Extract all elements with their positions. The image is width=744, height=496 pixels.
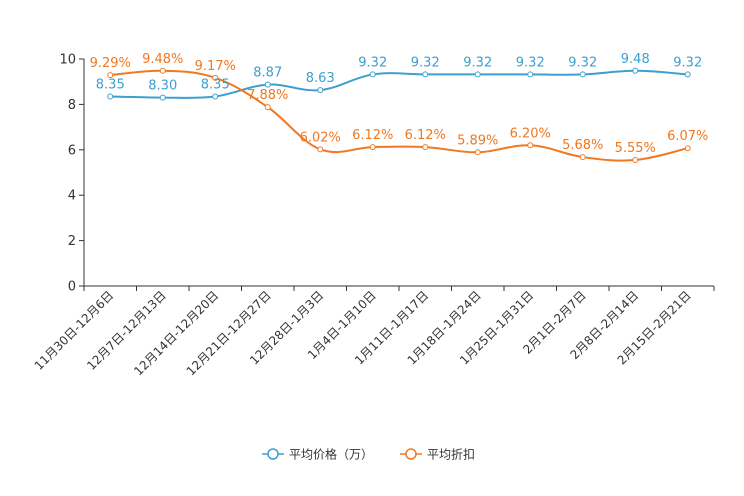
chart-legend[interactable]: 平均价格（万） 平均折扣 [262,447,475,462]
series-1-data-label: 8.35 [201,77,230,92]
series-2-point[interactable] [159,67,166,74]
series-1-data-label: 9.32 [673,55,702,70]
series-2-point[interactable] [527,142,534,149]
series-2-data-label: 5.68% [562,138,603,153]
series-2-data-label: 9.17% [195,59,236,74]
series-2-data-label: 9.29% [90,56,131,71]
series-2-point[interactable] [422,144,429,151]
series-1-point[interactable] [317,87,324,94]
series-1-data-label: 8.30 [148,79,177,94]
chart-axes: 024681011月30日-12月6日12月7日-12月13日12月14日-12… [32,53,715,378]
series-1-point[interactable] [107,93,114,100]
series-2-point[interactable] [632,157,639,164]
series-2-data-label: 7.88% [247,88,288,103]
legend-label: 平均价格（万） [289,447,373,462]
series-2-data-label: 5.89% [457,133,498,148]
series-2-point[interactable] [107,72,114,79]
series-2-data-label: 6.02% [300,130,341,145]
series-1-data-label: 9.32 [358,55,387,70]
series-1-point[interactable] [159,94,166,101]
series-2-point[interactable] [212,74,219,81]
series-1-data-label: 8.63 [306,71,335,86]
y-tick-label: 6 [68,143,76,158]
series-1-point[interactable] [632,67,639,74]
chart-data-labels: 8.35 8.30 8.35 8.87 8.63 9.32 9.32 9.32 9.32 9.32… [90,52,709,156]
legend-label: 平均折扣 [427,447,475,462]
series-1-data-label: 9.48 [621,52,650,67]
series-2-point[interactable] [684,145,691,152]
series-1-data-label: 8.35 [96,77,125,92]
series-line-1 [110,69,688,99]
y-tick-label: 10 [59,53,76,68]
y-tick-label: 0 [68,280,76,295]
series-1-data-label: 9.32 [463,55,492,70]
series-2-point[interactable] [264,104,271,111]
series-1-point[interactable] [474,71,481,78]
series-1-data-label: 9.32 [516,55,545,70]
series-1-point[interactable] [527,71,534,78]
series-2-point[interactable] [579,154,586,161]
series-2-point[interactable] [474,149,481,156]
series-1-point[interactable] [264,81,271,88]
series-1-point[interactable] [684,71,691,78]
legend-marker-icon [405,448,417,460]
series-1-point[interactable] [422,71,429,78]
y-tick-label: 2 [68,234,76,249]
series-1-data-label: 9.32 [411,55,440,70]
series-2-data-label: 9.48% [142,52,183,67]
series-1-data-label: 8.87 [253,66,282,81]
series-2-data-label: 6.20% [510,126,551,141]
chart-series [107,67,691,164]
series-1-point[interactable] [369,71,376,78]
series-1-point[interactable] [579,71,586,78]
series-2-data-label: 5.55% [615,141,656,156]
y-tick-label: 4 [68,189,76,204]
series-2-data-label: 6.12% [352,128,393,143]
y-tick-label: 8 [68,98,76,113]
series-1-point[interactable] [212,93,219,100]
series-2-data-label: 6.12% [405,128,446,143]
series-2-data-label: 6.07% [667,129,708,144]
series-line-2 [110,69,688,162]
legend-item-1[interactable]: 平均价格（万） [262,447,373,462]
series-1-data-label: 9.32 [568,55,597,70]
series-2-point[interactable] [369,144,376,151]
legend-item-2[interactable]: 平均折扣 [400,447,475,462]
series-2-point[interactable] [317,146,324,153]
legend-marker-icon [267,448,279,460]
